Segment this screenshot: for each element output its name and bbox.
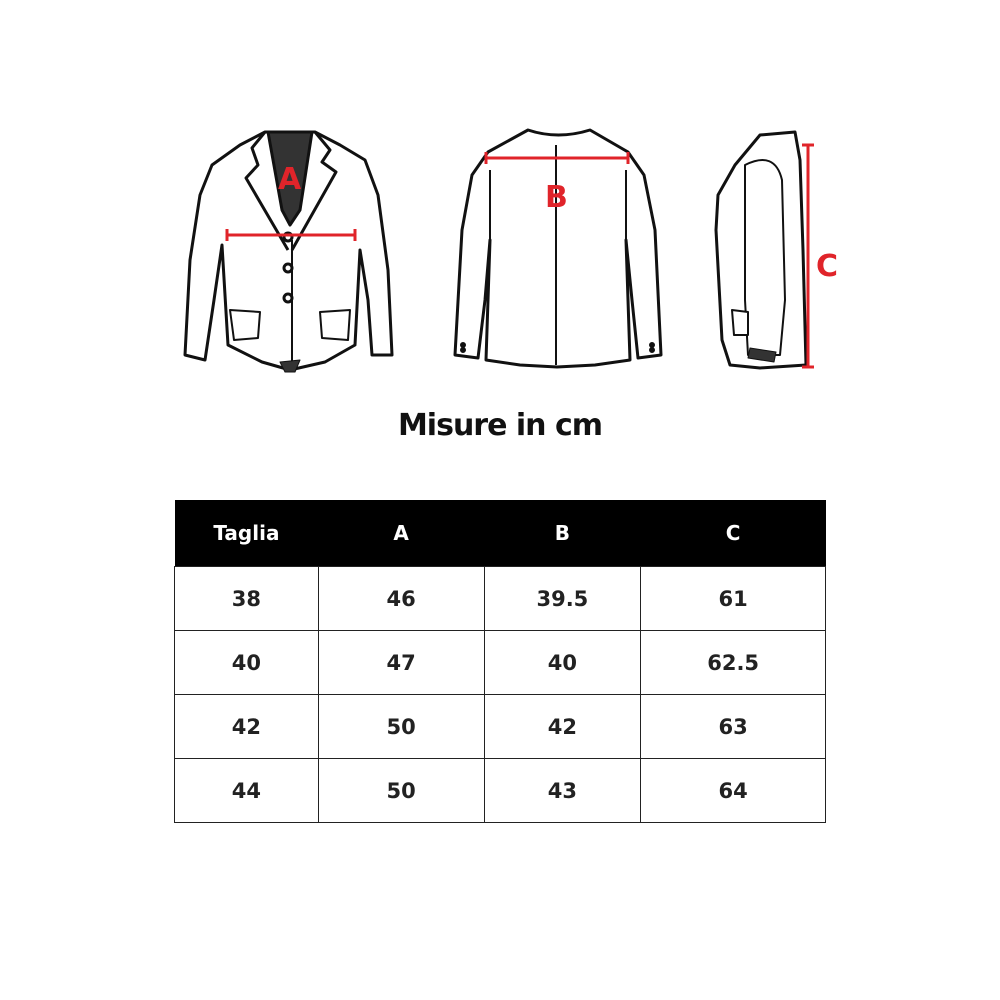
jacket-side-view bbox=[714, 130, 808, 370]
measure-label-b: B bbox=[545, 180, 568, 215]
table-row: 44 50 43 64 bbox=[174, 758, 826, 823]
cell-c: 61 bbox=[640, 566, 826, 631]
cell-size: 38 bbox=[174, 566, 319, 631]
measure-label-a: A bbox=[278, 162, 302, 197]
cell-b: 42 bbox=[483, 694, 642, 759]
cell-c: 62.5 bbox=[640, 630, 826, 695]
size-table: Taglia A B C 38 46 39.5 61 40 47 40 62.5… bbox=[174, 500, 826, 823]
measure-label-c: C bbox=[816, 249, 839, 284]
jacket-back-view bbox=[453, 128, 663, 369]
cell-b: 43 bbox=[483, 758, 642, 823]
table-row: 38 46 39.5 61 bbox=[174, 566, 826, 631]
cell-size: 42 bbox=[174, 694, 319, 759]
table-row: 40 47 40 62.5 bbox=[174, 630, 826, 695]
header-b: B bbox=[484, 500, 641, 567]
header-a: A bbox=[318, 500, 484, 567]
cell-c: 63 bbox=[640, 694, 826, 759]
table-row: 42 50 42 63 bbox=[174, 694, 826, 759]
cell-b: 39.5 bbox=[483, 566, 642, 631]
measurement-lines bbox=[225, 143, 814, 369]
cell-b: 40 bbox=[483, 630, 642, 695]
page-title: Misure in cm bbox=[397, 408, 603, 443]
cell-a: 50 bbox=[317, 694, 485, 759]
cell-c: 64 bbox=[640, 758, 826, 823]
header-c: C bbox=[640, 500, 826, 567]
cell-a: 50 bbox=[317, 758, 485, 823]
jacket-front-view bbox=[183, 130, 394, 373]
table-header-row: Taglia A B C bbox=[174, 500, 826, 567]
cell-size: 44 bbox=[174, 758, 319, 823]
cell-a: 46 bbox=[317, 566, 485, 631]
cell-size: 40 bbox=[174, 630, 319, 695]
jacket-illustrations bbox=[183, 128, 814, 373]
header-size: Taglia bbox=[174, 500, 319, 567]
cell-a: 47 bbox=[317, 630, 485, 695]
